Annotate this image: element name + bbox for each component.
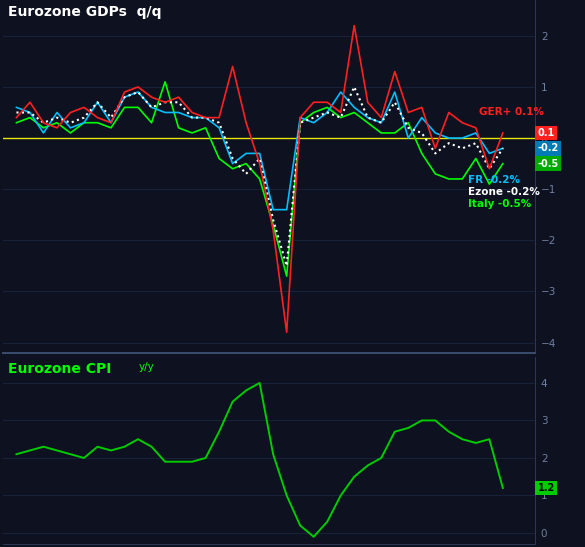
Text: Italy -0.5%: Italy -0.5% (468, 200, 531, 210)
Text: Eurozone GDPs  q/q: Eurozone GDPs q/q (8, 5, 161, 19)
Text: y/y: y/y (139, 362, 154, 373)
Text: -0.2: -0.2 (538, 143, 559, 153)
Text: Eurozone CPI: Eurozone CPI (8, 362, 116, 376)
Text: FR -0.2%: FR -0.2% (468, 175, 519, 185)
Text: -0.5: -0.5 (538, 159, 559, 168)
Text: GER+ 0.1%: GER+ 0.1% (479, 107, 543, 117)
Text: 1.2: 1.2 (538, 483, 555, 493)
Text: 0.1: 0.1 (538, 128, 555, 138)
Text: Ezone -0.2%: Ezone -0.2% (468, 187, 539, 196)
